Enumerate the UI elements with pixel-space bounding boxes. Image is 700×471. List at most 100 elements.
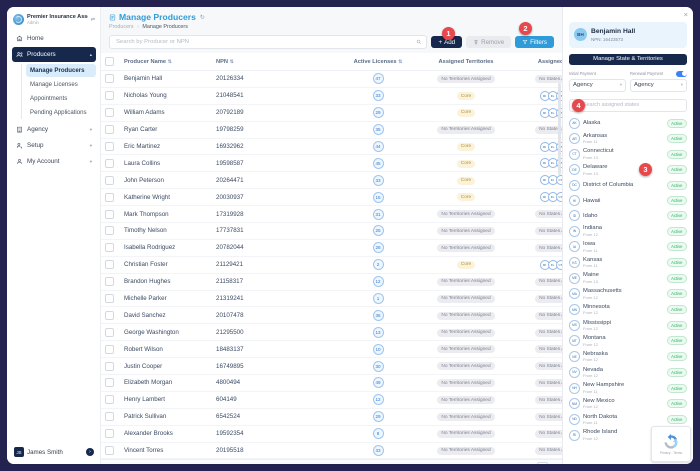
row-checkbox[interactable] <box>105 91 114 101</box>
producer-name-cell[interactable]: Patrick Sullivan <box>121 408 213 426</box>
row-checkbox[interactable] <box>105 209 114 219</box>
producer-name-cell[interactable]: Vincent Torres <box>121 442 213 460</box>
producer-name-cell[interactable]: Alexander Brooks <box>121 425 213 443</box>
assigned-state-row[interactable]: ND North Dakota From 11 Active <box>569 412 687 428</box>
table-row[interactable]: Alexander Brooks 19592354 8 No Territories … <box>101 425 605 443</box>
row-checkbox[interactable] <box>105 192 114 202</box>
assigned-state-row[interactable]: ID Idaho Active <box>569 208 687 223</box>
select-all-checkbox[interactable] <box>105 57 114 66</box>
table-row[interactable]: Ryan Carter 19798259 35 No Territories Assi… <box>101 121 605 139</box>
row-checkbox[interactable] <box>105 158 114 168</box>
producer-name-cell[interactable]: Robert Wilson <box>121 340 213 359</box>
assigned-state-row[interactable]: CT Connecticut From 13 Active <box>569 146 687 162</box>
producer-name-cell[interactable]: Katherine Wright <box>121 188 213 207</box>
assigned-state-row[interactable]: HI Hawaii Active <box>569 193 687 208</box>
page-number[interactable]: 1 <box>536 461 548 464</box>
table-row[interactable]: George Washington 21295500 13 No Territorie… <box>101 323 605 342</box>
row-checkbox[interactable] <box>105 429 114 439</box>
sidebar-item-manage-producers[interactable]: Manage Producers <box>26 64 96 77</box>
assigned-state-row[interactable]: NH New Hampshire From 11 Active <box>569 380 687 396</box>
producer-name-cell[interactable]: Mark Thompson <box>121 205 213 224</box>
table-row[interactable]: William Adams2079218929CoreRIFLCTDE+19 <box>101 104 605 122</box>
row-checkbox[interactable] <box>105 327 114 337</box>
producer-name-cell[interactable]: David Sanchez <box>121 306 213 325</box>
sidebar-item-home[interactable]: Home <box>12 31 96 46</box>
producer-search-input[interactable] <box>114 38 414 46</box>
assigned-states-search-input[interactable] <box>581 101 683 109</box>
row-checkbox[interactable] <box>105 226 114 236</box>
renewal-payment-toggle[interactable] <box>676 70 687 77</box>
sidebar-item-pending-applications[interactable]: Pending Applications <box>30 109 87 116</box>
table-row[interactable]: John Peterson2026447133CoreRIFLCTDE+19 <box>101 171 605 190</box>
row-checkbox[interactable] <box>105 74 114 84</box>
add-button[interactable]: + Add <box>431 36 463 48</box>
assigned-state-row[interactable]: NV Nevada From 12 Active <box>569 365 687 381</box>
table-row[interactable]: Nicholas Young2104854133CoreRIFLCTDE+19 <box>101 87 605 105</box>
refresh-icon[interactable]: ↻ <box>199 14 205 21</box>
producer-name-cell[interactable]: George Washington <box>121 323 213 342</box>
table-row[interactable]: Christian Foster211294212CoreRIFLCTDE+19 <box>101 256 605 274</box>
assigned-state-row[interactable]: NE Nebraska From 12 Active <box>569 349 687 365</box>
row-checkbox[interactable] <box>105 446 114 456</box>
producer-name-cell[interactable]: Elizabeth Morgan <box>121 374 213 392</box>
producer-name-cell[interactable]: William Adams <box>121 104 213 122</box>
sort-icon[interactable]: ⇅ <box>167 58 172 65</box>
assigned-state-row[interactable]: MA Massachusetts From 12 Active <box>569 286 687 302</box>
breadcrumb-parent[interactable]: Producers <box>109 24 134 30</box>
assigned-state-row[interactable]: MN Minnesota From 12 Active <box>569 302 687 318</box>
assigned-state-row[interactable]: AR Arkansas From 11 Active <box>569 131 687 147</box>
assigned-state-row[interactable]: KS Kansas From 11 Active <box>569 255 687 271</box>
table-row[interactable]: David Sanchez 20107478 36 No Territories As… <box>101 306 605 325</box>
producer-name-cell[interactable]: Ryan Carter <box>121 121 213 139</box>
row-checkbox[interactable] <box>105 395 114 405</box>
user-menu-icon[interactable]: › <box>86 448 94 456</box>
collapse-sidebar-icon[interactable]: ⇄ <box>90 16 95 23</box>
user-row[interactable]: JS James Smith › <box>12 444 96 460</box>
table-row[interactable]: Robert Wilson 18483137 10 No Territories As… <box>101 340 605 359</box>
table-row[interactable]: Henry Lambert 604149 12 No Territories Assi… <box>101 391 605 409</box>
sort-icon[interactable]: ⇅ <box>398 58 403 65</box>
table-row[interactable]: Justin Cooper 16749895 30 No Territories As… <box>101 357 605 376</box>
row-checkbox[interactable] <box>105 361 114 371</box>
remove-button[interactable]: Remove <box>466 36 512 48</box>
row-checkbox[interactable] <box>105 294 114 304</box>
table-row[interactable]: Michelle Parker 21319241 1 No Territories A… <box>101 290 605 308</box>
table-row[interactable]: Brandon Hughes 21158317 12 No Territories A… <box>101 273 605 291</box>
assigned-state-row[interactable]: DE Delaware From 13 Active <box>569 162 687 178</box>
sidebar-item-setup[interactable]: Setup ▾ <box>12 138 96 153</box>
row-checkbox[interactable] <box>105 412 114 422</box>
row-checkbox[interactable] <box>105 277 114 287</box>
row-checkbox[interactable] <box>105 175 114 185</box>
table-row[interactable]: Benjamin Hall 20126334 47 No Territories As… <box>101 70 605 88</box>
table-row[interactable]: Vincent Torres 20195518 33 No Territories A… <box>101 442 605 460</box>
table-row[interactable]: Mark Thompson 17319928 31 No Territories As… <box>101 205 605 224</box>
producer-name-cell[interactable]: Nicholas Young <box>121 87 213 105</box>
producer-name-cell[interactable]: Laura Collins <box>121 154 213 173</box>
row-checkbox[interactable] <box>105 310 114 320</box>
sidebar-item-producers[interactable]: Producers ▴ <box>12 47 96 62</box>
row-checkbox[interactable] <box>105 243 114 253</box>
producer-name-cell[interactable]: Christian Foster <box>121 256 213 274</box>
assigned-state-row[interactable]: NM New Mexico From 12 Active <box>569 396 687 412</box>
assigned-state-row[interactable]: IA Iowa From 11 Active <box>569 239 687 255</box>
row-checkbox[interactable] <box>105 142 114 151</box>
filters-button[interactable]: Filters <box>515 36 554 48</box>
producer-name-cell[interactable]: Timothy Nelson <box>121 222 213 240</box>
recaptcha-badge[interactable]: Privacy - Terms <box>651 426 691 462</box>
producer-name-cell[interactable]: Brandon Hughes <box>121 273 213 291</box>
sidebar-item-manage-licenses[interactable]: Manage Licenses <box>30 81 78 88</box>
assigned-state-row[interactable]: IN Indiana From 12 Active <box>569 223 687 239</box>
row-checkbox[interactable] <box>105 260 114 270</box>
producer-name-cell[interactable]: John Peterson <box>121 171 213 190</box>
table-row[interactable]: Timothy Nelson 17737831 25 No Territories A… <box>101 222 605 240</box>
table-scrollbar[interactable] <box>558 83 561 175</box>
initial-payment-select[interactable]: Agency ▾ <box>569 78 626 92</box>
sort-icon[interactable]: ⇅ <box>229 58 234 65</box>
row-checkbox[interactable] <box>105 108 114 118</box>
manage-states-territories-button[interactable]: Manage State & Territories <box>569 53 687 65</box>
producer-search[interactable] <box>109 35 428 49</box>
producer-name-cell[interactable]: Michelle Parker <box>121 290 213 308</box>
table-row[interactable]: Laura Collins1959858745CoreRIFLCTDE+19 <box>101 154 605 173</box>
renewal-payment-select[interactable]: Agency ▾ <box>630 78 687 92</box>
assigned-state-row[interactable]: MS Mississippi From 12 Active <box>569 317 687 333</box>
